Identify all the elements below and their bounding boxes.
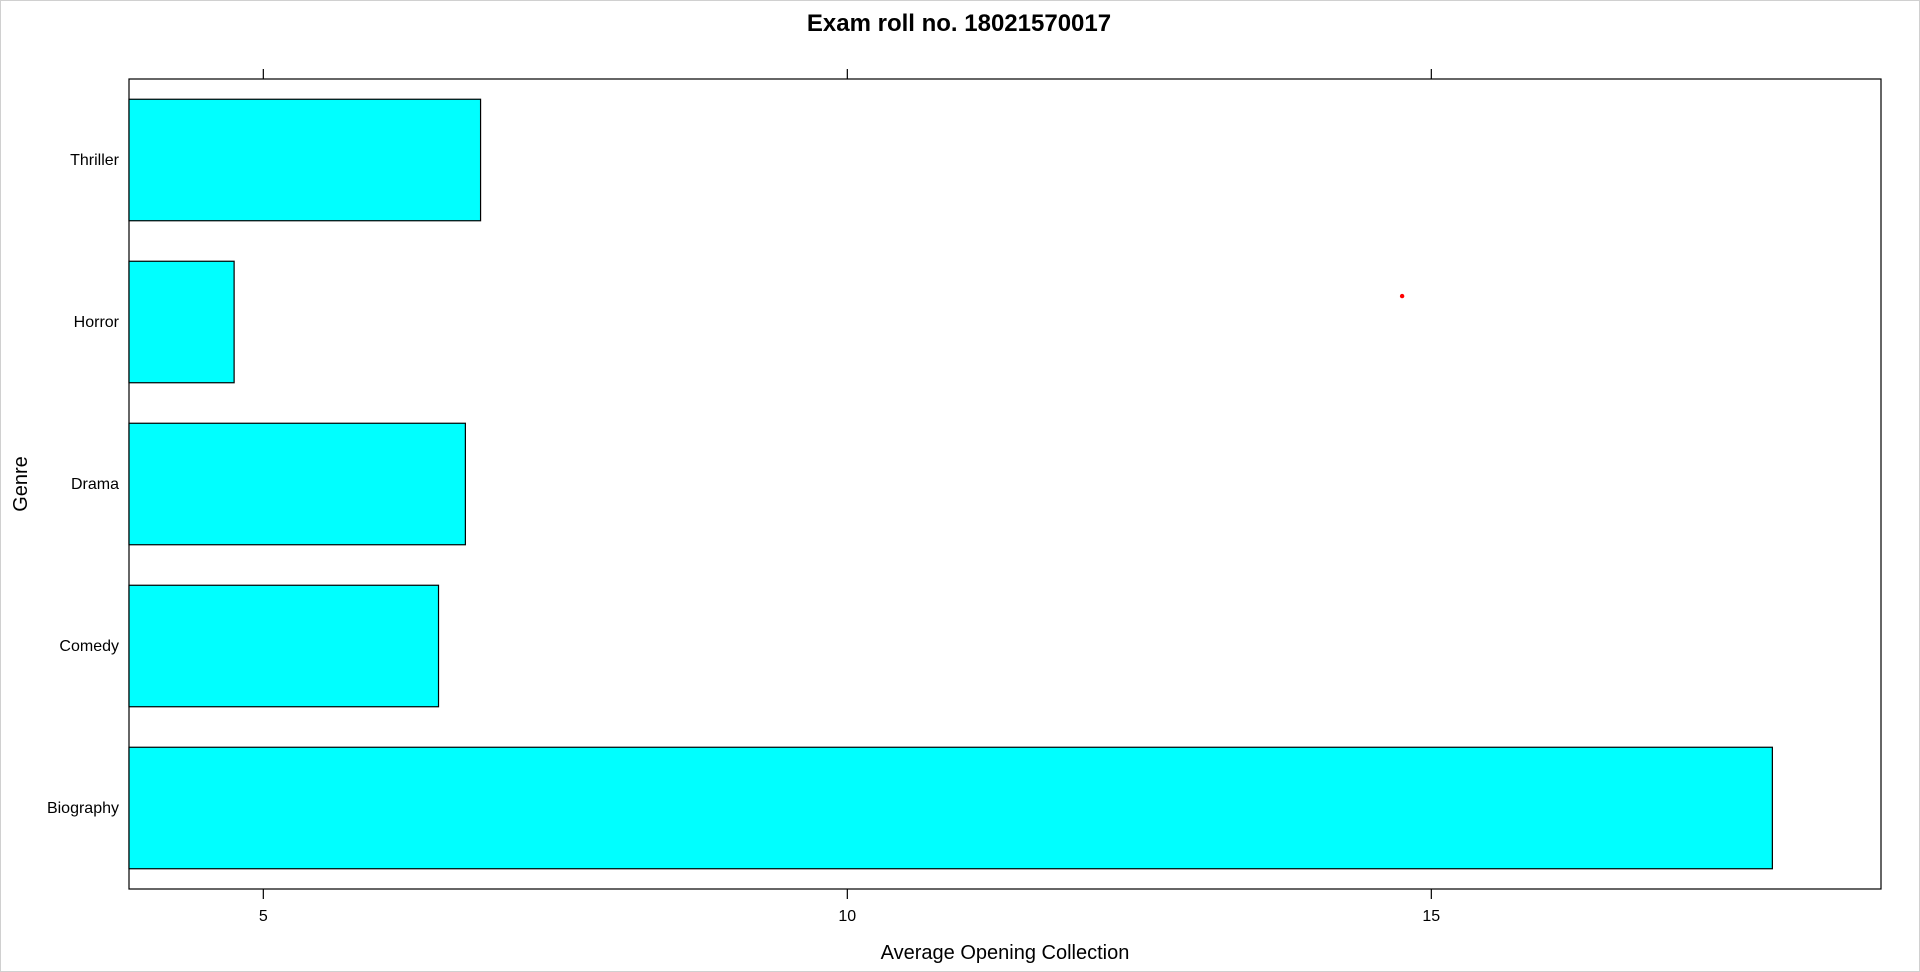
category-label-drama: Drama <box>71 476 119 493</box>
x-tick-label: 5 <box>259 908 268 925</box>
x-axis-label: Average Opening Collection <box>881 942 1130 964</box>
category-label-biography: Biography <box>47 800 119 817</box>
bars-group <box>128 98 1773 870</box>
category-label-horror: Horror <box>74 314 120 331</box>
annotation-point <box>1399 293 1405 299</box>
x-tick-label: 15 <box>1422 908 1440 925</box>
x-tick-label: 10 <box>838 908 856 925</box>
bar-drama <box>128 422 466 546</box>
category-label-comedy: Comedy <box>59 638 119 655</box>
bar-comedy <box>128 584 440 708</box>
chart-title: Exam roll no. 18021570017 <box>807 10 1111 37</box>
category-labels-group: Biography Comedy Drama Horror Thriller <box>47 152 120 817</box>
annotations-group <box>1399 293 1405 299</box>
top-axis <box>262 69 1432 79</box>
y-axis-label: Genre <box>10 456 32 512</box>
bar-biography <box>128 746 1773 870</box>
bar-horror <box>128 260 235 384</box>
category-label-thriller: Thriller <box>70 152 120 169</box>
bar-thriller <box>128 98 482 222</box>
bottom-axis: 5 10 15 <box>259 889 1440 925</box>
